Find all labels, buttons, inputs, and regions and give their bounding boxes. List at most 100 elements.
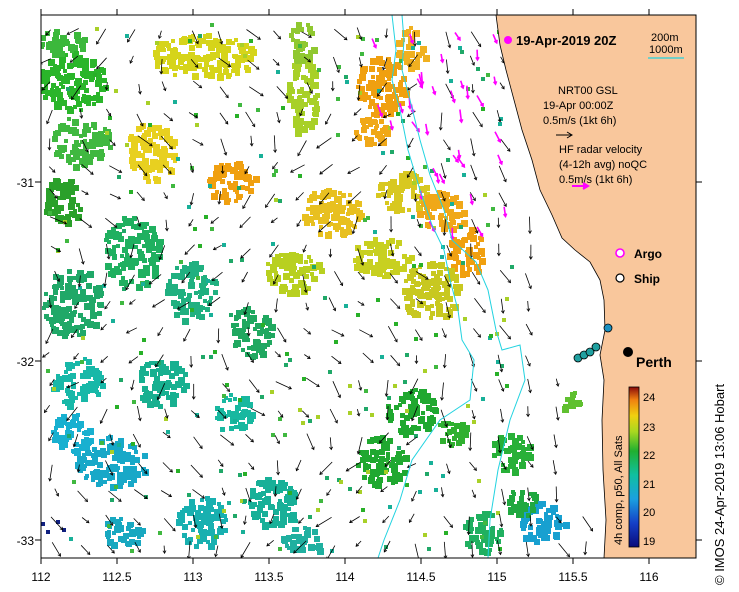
sst-pixel [301, 75, 306, 80]
sst-pixel [68, 106, 72, 110]
sst-pixel [176, 301, 180, 305]
sst-pixel [220, 179, 225, 184]
sst-pixel [573, 391, 577, 395]
sst-pixel [240, 499, 244, 503]
current-arrow [70, 329, 78, 339]
sst-pixel [408, 51, 415, 58]
sst-pixel [452, 237, 457, 242]
sst-pixel [213, 290, 218, 295]
sst-pixel [59, 444, 65, 450]
sst-pixel [45, 202, 51, 208]
sst-pixel [411, 193, 417, 199]
sst-pixel [107, 465, 114, 472]
sst-pixel [508, 457, 514, 463]
sst-pixel [77, 270, 84, 277]
sst-pixel [376, 193, 381, 198]
sst-pixel [479, 237, 484, 242]
sst-pixel [318, 217, 325, 224]
sst-pixel [362, 475, 367, 480]
sst-pixel [401, 119, 405, 123]
sst-pixel [528, 532, 533, 537]
current-arrow [389, 216, 393, 233]
sst-pixel [65, 106, 69, 110]
sst-pixel [117, 472, 123, 478]
sst-pixel [420, 416, 425, 421]
sst-pixel [385, 64, 390, 69]
sst-pixel [400, 101, 405, 106]
sst-pixel [140, 366, 146, 372]
sst-pixel [430, 311, 435, 316]
current-arrow [301, 31, 312, 38]
sst-pixel [69, 314, 74, 319]
sst-pixel [307, 55, 313, 61]
sst-pixel [46, 530, 50, 534]
sst-pixel [289, 252, 296, 259]
sst-pixel [107, 476, 112, 481]
sst-pixel [334, 223, 341, 230]
sst-pixel [61, 414, 67, 420]
sst-pixel [79, 108, 83, 112]
sst-pixel [409, 288, 416, 295]
current-arrow [526, 300, 531, 312]
current-arrow [81, 190, 89, 195]
sst-pixel [286, 93, 292, 99]
sst-pixel [85, 95, 91, 101]
sst-pixel [146, 179, 151, 184]
sst-pixel [479, 548, 486, 555]
sst-pixel [66, 158, 71, 163]
sst-pixel [250, 488, 256, 494]
sst-pixel [113, 234, 119, 240]
sst-pixel [64, 370, 68, 374]
sst-pixel [62, 528, 66, 532]
sst-pixel [128, 263, 135, 270]
sst-pixel [364, 456, 370, 462]
current-arrow [411, 406, 418, 422]
current-arrow [325, 113, 332, 125]
sst-pixel [444, 294, 450, 300]
sst-pixel [62, 375, 69, 382]
sst-pixel [403, 182, 410, 189]
sst-pixel [222, 188, 227, 193]
current-arrow [216, 328, 221, 344]
sst-pixel [381, 442, 388, 449]
current-arrow [214, 545, 219, 558]
sst-pixel [336, 205, 341, 210]
sst-pixel [210, 54, 216, 60]
sst-pixel [130, 474, 136, 480]
current-arrow [406, 83, 418, 91]
sst-pixel [291, 102, 298, 109]
current-arrow [100, 377, 107, 384]
sst-pixel [411, 189, 415, 193]
sst-pixel [60, 187, 67, 194]
sst-pixel [414, 434, 418, 438]
current-arrow [326, 489, 332, 496]
current-arrow [500, 298, 505, 314]
sst-pixel [430, 408, 434, 412]
sst-pixel [153, 271, 158, 276]
sst-pixel [82, 153, 87, 158]
current-arrow [319, 163, 333, 175]
sst-pixel [166, 153, 171, 158]
sst-pixel [449, 79, 453, 83]
sst-pixel [501, 463, 505, 467]
sst-pixel [413, 268, 418, 273]
sst-pixel [53, 284, 59, 290]
sst-pixel [74, 442, 79, 447]
sst-pixel [278, 499, 282, 503]
sst-pixel [486, 223, 490, 227]
sst-pixel [377, 242, 384, 249]
sst-pixel [195, 57, 200, 62]
sst-pixel [74, 448, 79, 453]
current-arrow [406, 166, 414, 178]
sst-pixel [301, 421, 305, 425]
sst-pixel [182, 508, 187, 513]
sst-pixel [252, 353, 258, 359]
radar-arrow [465, 85, 470, 100]
sst-pixel [129, 530, 136, 537]
sst-pixel [46, 43, 53, 50]
radar-arrow [492, 33, 498, 45]
sst-pixel [270, 333, 275, 338]
sst-pixel [121, 223, 125, 227]
sst-pixel [75, 214, 82, 221]
sst-pixel [272, 173, 276, 177]
